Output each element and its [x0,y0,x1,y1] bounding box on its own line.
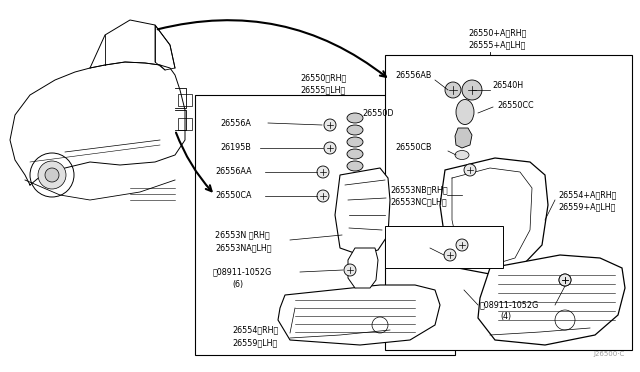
Ellipse shape [347,125,363,135]
Circle shape [317,190,329,202]
Text: 26553NC〈LH〉: 26553NC〈LH〉 [390,198,447,206]
Text: 26559〈LH〉: 26559〈LH〉 [232,339,277,347]
Circle shape [45,168,59,182]
Text: 26540H: 26540H [492,80,523,90]
Ellipse shape [455,151,469,160]
Text: ⓝ08911-1052G: ⓝ08911-1052G [480,301,540,310]
Circle shape [38,161,66,189]
Text: 26553NA〈LH〉: 26553NA〈LH〉 [215,244,271,253]
Polygon shape [348,248,378,288]
Ellipse shape [347,161,363,171]
Text: 26559+A〈LH〉: 26559+A〈LH〉 [558,202,616,212]
Circle shape [559,274,571,286]
Text: 26555〈LH〉: 26555〈LH〉 [300,86,345,94]
Bar [178,94,192,106]
Polygon shape [278,285,440,345]
Circle shape [559,274,571,286]
Circle shape [444,249,456,261]
Text: 26555+A〈LH〉: 26555+A〈LH〉 [468,41,525,49]
Text: 26550CC: 26550CC [497,100,534,109]
Text: 26554+A〈RH〉: 26554+A〈RH〉 [558,190,616,199]
Ellipse shape [456,99,474,125]
Polygon shape [335,168,390,255]
Text: (4): (4) [500,312,511,321]
Text: 26550〈RH〉: 26550〈RH〉 [300,74,346,83]
Polygon shape [440,158,548,275]
Ellipse shape [347,149,363,159]
Text: 26554B: 26554B [392,241,423,250]
Text: 26550+A〈RH〉: 26550+A〈RH〉 [468,29,526,38]
Text: 26554〈RH〉: 26554〈RH〉 [232,326,278,334]
Bar [178,118,192,130]
Circle shape [445,82,461,98]
Text: 26556AA: 26556AA [215,167,252,176]
Text: 26550D: 26550D [362,109,394,118]
Bar [385,226,503,268]
Text: (6): (6) [232,279,243,289]
Text: 26553N 〈RH〉: 26553N 〈RH〉 [215,231,269,240]
Circle shape [464,164,476,176]
Circle shape [324,119,336,131]
Bar [195,95,455,355]
Text: 26195B: 26195B [220,144,251,153]
Text: J26500·C: J26500·C [594,351,625,357]
Circle shape [317,166,329,178]
Circle shape [456,239,468,251]
Text: ⓝ08911-1052G: ⓝ08911-1052G [213,267,272,276]
Ellipse shape [347,137,363,147]
Polygon shape [478,255,625,345]
Circle shape [462,80,482,100]
Text: 26553NB〈RH〉: 26553NB〈RH〉 [390,186,447,195]
Ellipse shape [347,113,363,123]
Circle shape [324,142,336,154]
Text: 26556AB: 26556AB [395,71,431,80]
Circle shape [344,264,356,276]
Text: 26550CB: 26550CB [395,144,431,153]
Text: 26556A: 26556A [220,119,251,128]
Bar [385,55,632,350]
Polygon shape [455,128,472,148]
Text: 26550CA: 26550CA [215,192,252,201]
